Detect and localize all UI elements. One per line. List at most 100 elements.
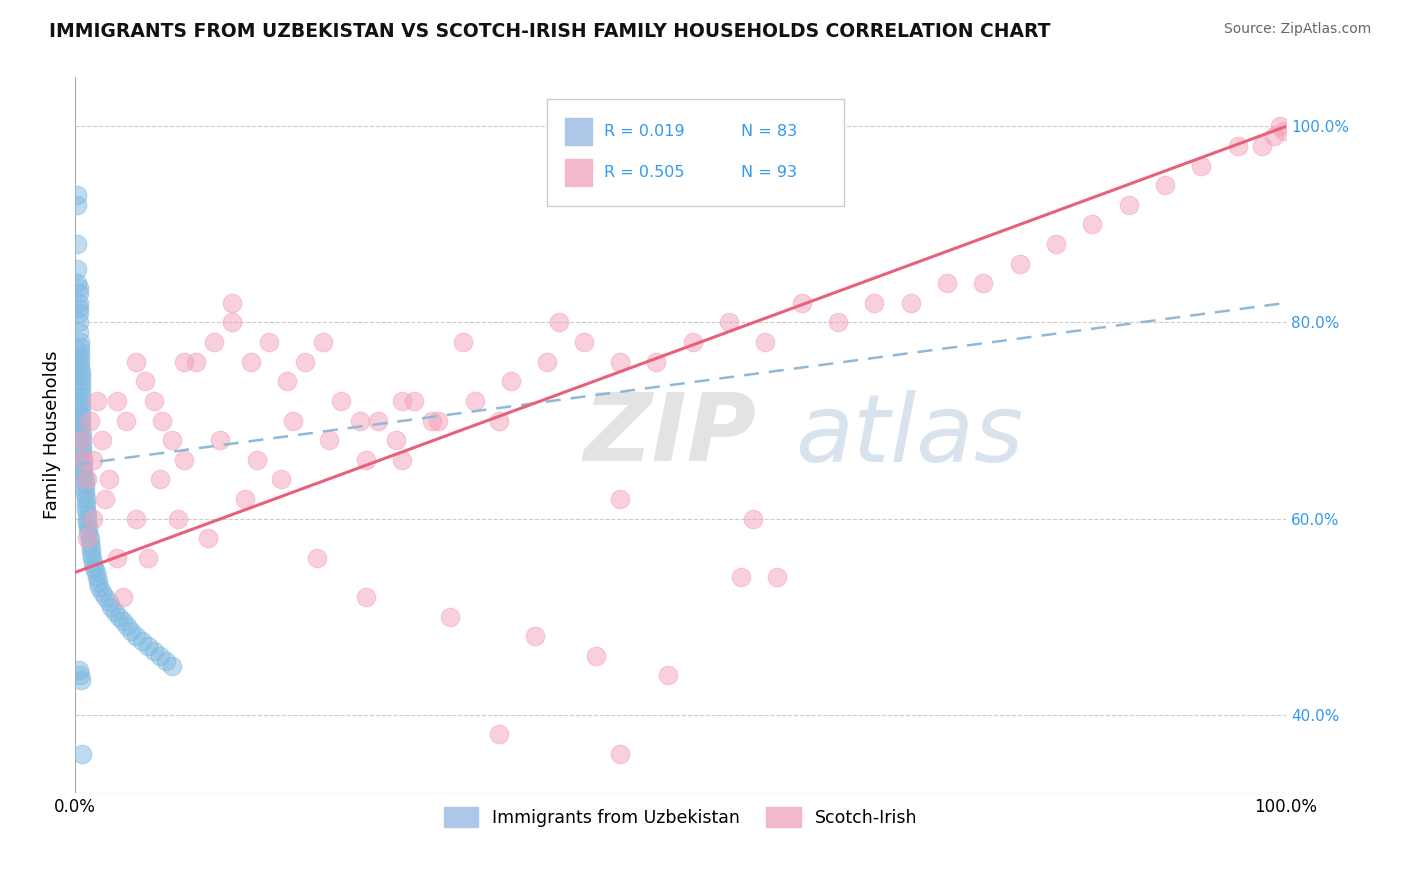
Point xyxy=(67,326,90,340)
Point xyxy=(77,526,100,541)
Point xyxy=(167,511,190,525)
Point xyxy=(73,477,96,491)
Point xyxy=(391,393,413,408)
Text: N = 83: N = 83 xyxy=(741,124,797,138)
Point xyxy=(742,511,765,525)
Point xyxy=(257,335,280,350)
Point xyxy=(318,433,340,447)
Point xyxy=(94,590,117,604)
Point xyxy=(173,354,195,368)
Point xyxy=(391,452,413,467)
Point xyxy=(524,629,547,643)
Point xyxy=(367,413,389,427)
Point xyxy=(86,570,108,584)
Point xyxy=(730,570,752,584)
Point xyxy=(609,354,631,368)
Point xyxy=(79,531,101,545)
Point xyxy=(1272,124,1295,138)
Point xyxy=(585,648,607,663)
Point xyxy=(82,556,104,570)
Point xyxy=(270,472,292,486)
Point xyxy=(72,442,94,457)
Text: Source: ZipAtlas.com: Source: ZipAtlas.com xyxy=(1223,22,1371,37)
Point xyxy=(75,497,97,511)
Point xyxy=(420,413,443,427)
Point xyxy=(863,296,886,310)
Point xyxy=(82,511,104,525)
Point xyxy=(67,664,90,678)
Point xyxy=(307,550,329,565)
Point xyxy=(72,448,94,462)
Point xyxy=(70,364,93,378)
Point xyxy=(79,413,101,427)
Point xyxy=(935,277,957,291)
Point xyxy=(70,399,93,413)
Point xyxy=(115,413,138,427)
Point xyxy=(221,296,243,310)
Point xyxy=(112,615,135,629)
Point xyxy=(90,585,112,599)
Point xyxy=(136,639,159,653)
Point xyxy=(499,374,522,388)
Point xyxy=(76,472,98,486)
Point xyxy=(754,335,776,350)
Point xyxy=(1118,198,1140,212)
FancyBboxPatch shape xyxy=(547,99,844,206)
Point xyxy=(160,433,183,447)
Point xyxy=(349,413,371,427)
Point xyxy=(184,354,207,368)
Point xyxy=(1250,139,1272,153)
Point xyxy=(76,516,98,531)
Point xyxy=(67,316,90,330)
Point xyxy=(1153,178,1175,193)
Point xyxy=(197,531,219,545)
Point xyxy=(134,374,156,388)
Point xyxy=(281,413,304,427)
Point xyxy=(75,491,97,506)
Point xyxy=(1008,257,1031,271)
Point xyxy=(131,634,153,648)
Point xyxy=(439,609,461,624)
Point xyxy=(69,345,91,359)
Point xyxy=(75,501,97,516)
Point xyxy=(67,306,90,320)
Point xyxy=(115,619,138,633)
Point xyxy=(80,541,103,555)
Point xyxy=(276,374,298,388)
Point xyxy=(150,413,173,427)
Point xyxy=(155,654,177,668)
Point xyxy=(66,261,89,276)
Point xyxy=(83,560,105,574)
Point xyxy=(173,452,195,467)
Point xyxy=(233,491,256,506)
Point xyxy=(76,507,98,521)
Point xyxy=(120,624,142,639)
Point xyxy=(66,277,89,291)
Text: ZIP: ZIP xyxy=(583,389,756,481)
FancyBboxPatch shape xyxy=(565,118,592,145)
Point xyxy=(136,550,159,565)
Point xyxy=(72,428,94,442)
Point xyxy=(1268,120,1291,134)
Point xyxy=(86,393,108,408)
Point xyxy=(97,595,120,609)
Point xyxy=(72,452,94,467)
Point xyxy=(80,546,103,560)
Point xyxy=(70,409,93,423)
Point xyxy=(609,491,631,506)
Point xyxy=(330,393,353,408)
Point xyxy=(77,521,100,535)
Point xyxy=(827,316,849,330)
Legend: Immigrants from Uzbekistan, Scotch-Irish: Immigrants from Uzbekistan, Scotch-Irish xyxy=(437,800,924,834)
Point xyxy=(246,452,269,467)
Point xyxy=(221,316,243,330)
Point xyxy=(72,747,94,761)
Point xyxy=(645,354,668,368)
Point xyxy=(294,354,316,368)
Point xyxy=(69,359,91,374)
Point xyxy=(69,340,91,354)
Point xyxy=(548,316,571,330)
Point xyxy=(90,433,112,447)
Point xyxy=(66,198,89,212)
Text: R = 0.019: R = 0.019 xyxy=(605,124,685,138)
